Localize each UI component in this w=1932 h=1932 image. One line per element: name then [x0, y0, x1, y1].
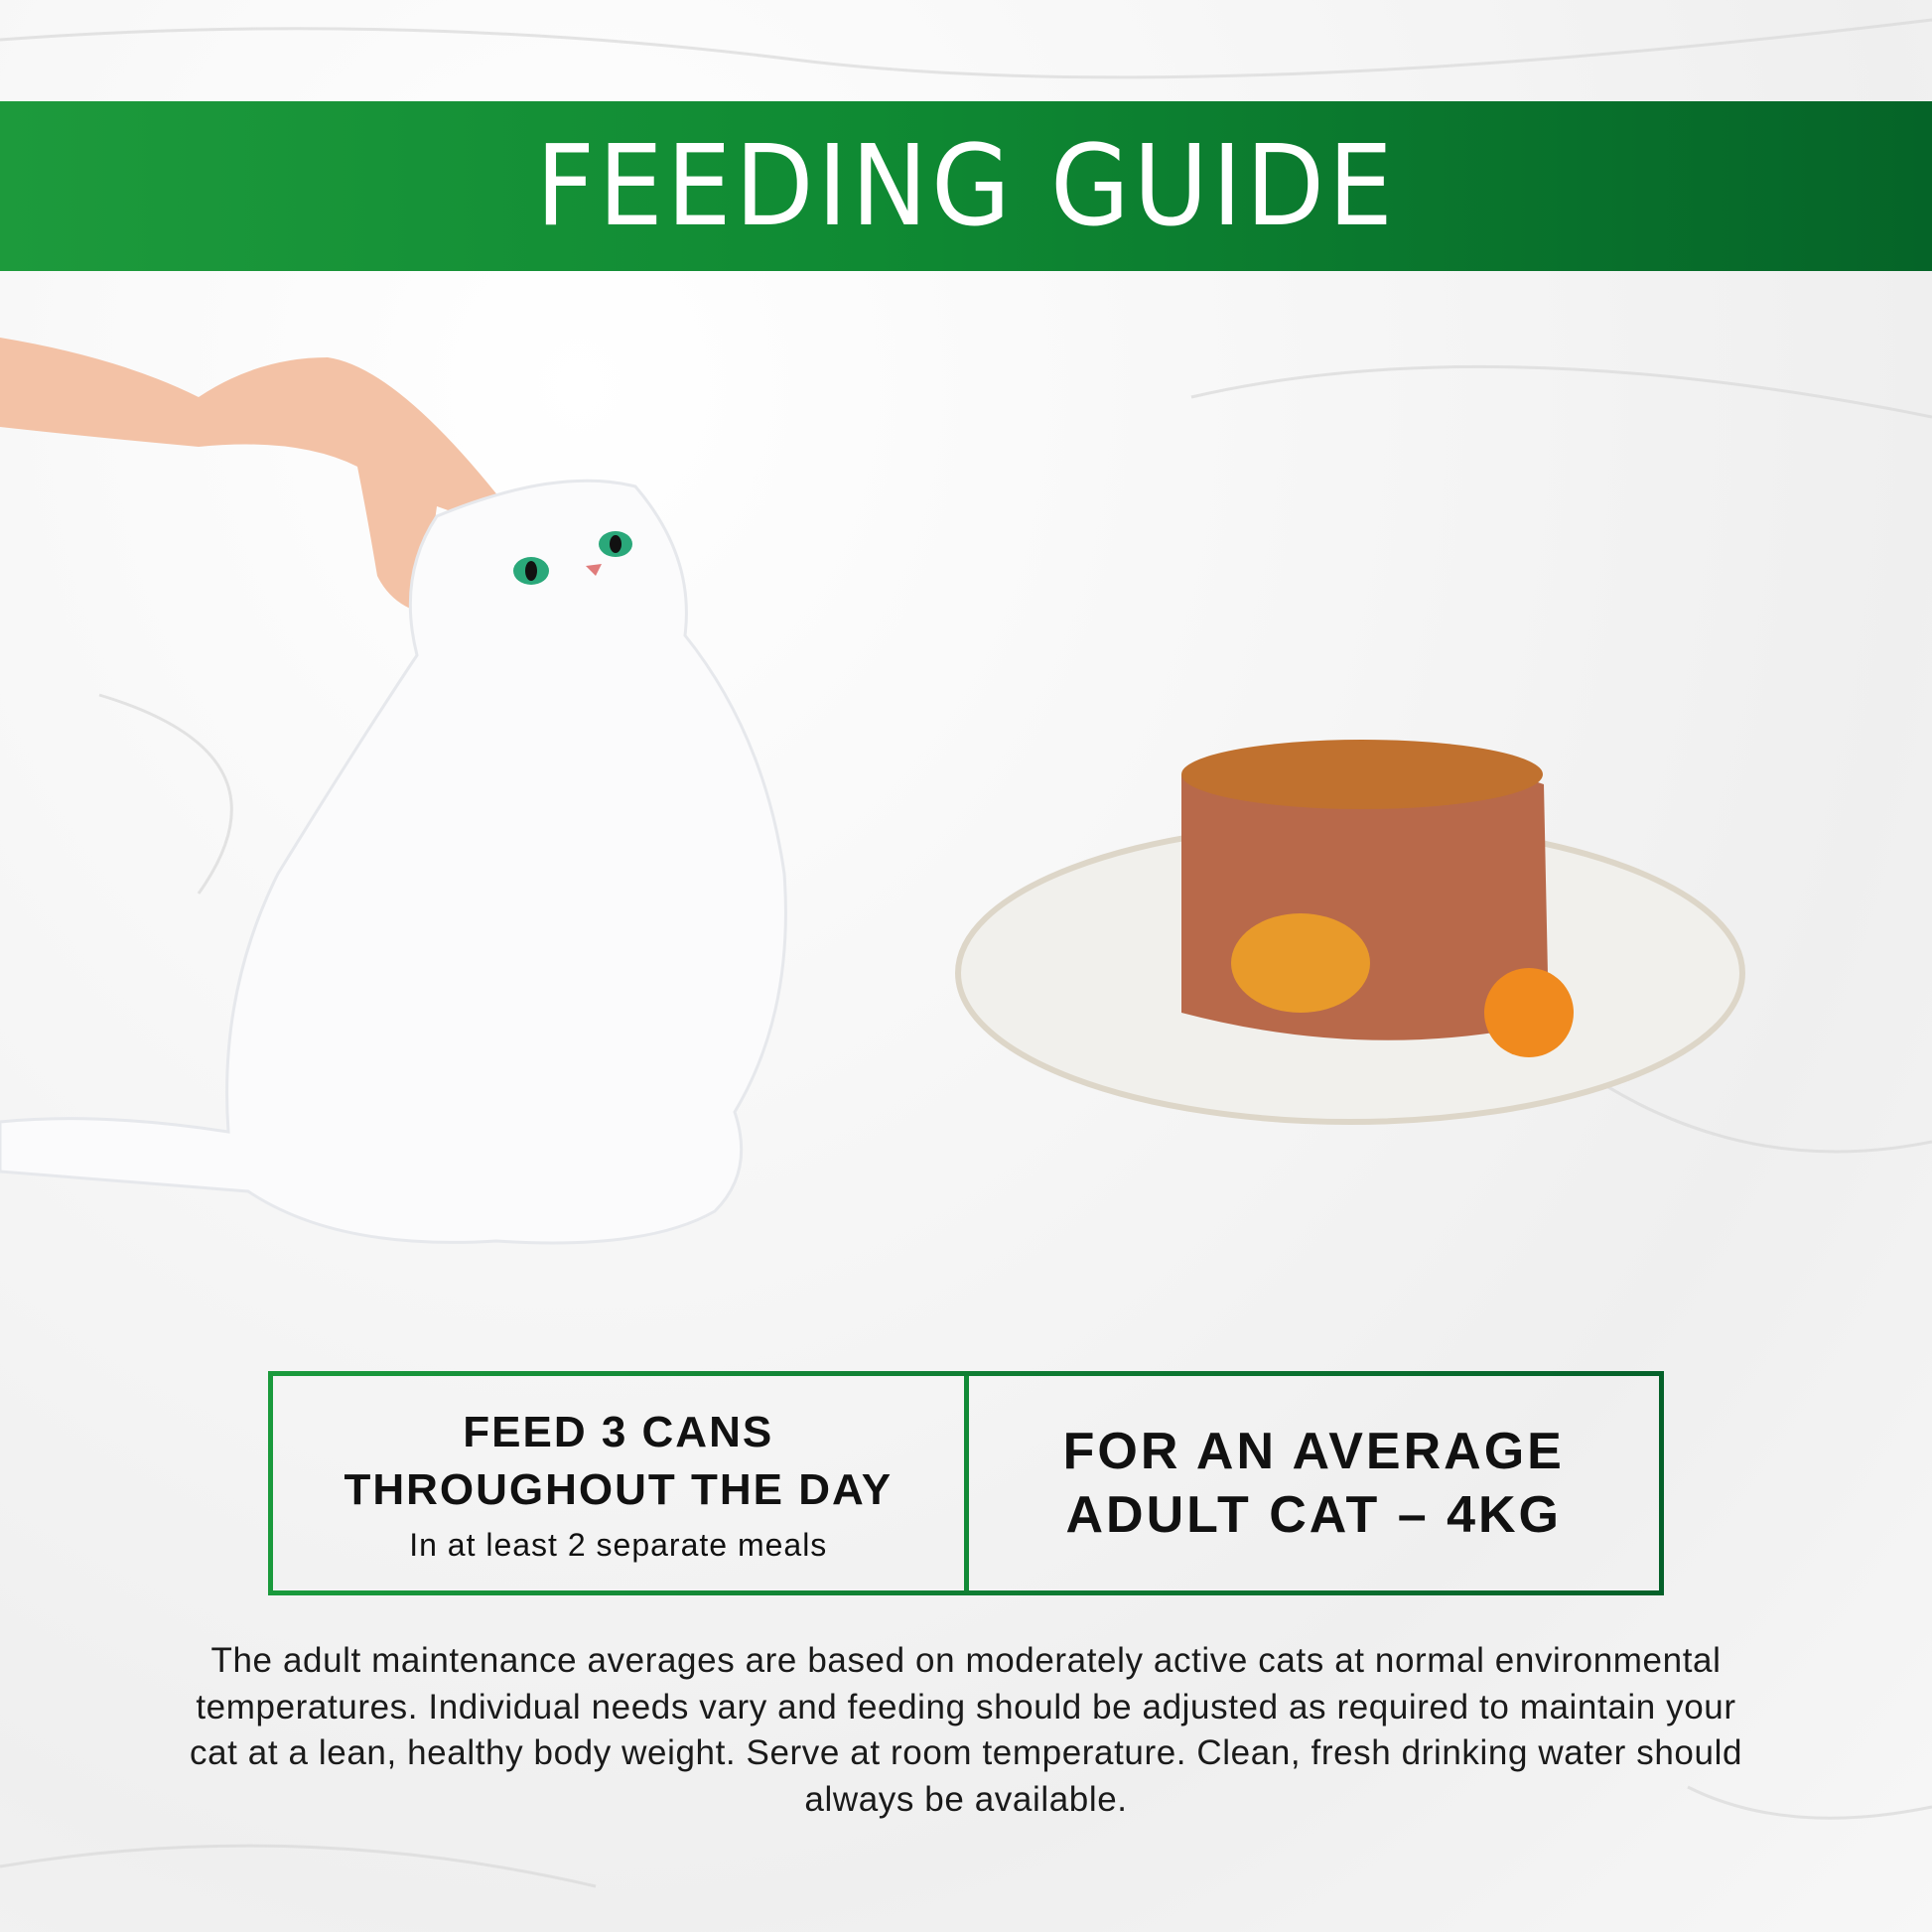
header-banner: FEEDING GUIDE — [0, 101, 1932, 271]
meal-note: In at least 2 separate meals — [409, 1526, 828, 1563]
feeding-guide-box: FEED 3 CANS THROUGHOUT THE DAY In at lea… — [268, 1371, 1664, 1595]
cat-image — [0, 338, 787, 1245]
feed-frequency: THROUGHOUT THE DAY — [344, 1464, 894, 1514]
hand — [0, 338, 510, 616]
cat-body — [0, 479, 787, 1245]
cat-weight-cell: FOR AN AVERAGE ADULT CAT – 4KG — [969, 1376, 1660, 1590]
feed-amount: FEED 3 CANS — [463, 1407, 774, 1456]
disclaimer-text: The adult maintenance averages are based… — [189, 1641, 1743, 1819]
weight-line-1: FOR AN AVERAGE — [1062, 1423, 1565, 1480]
feeding-amount-cell: FEED 3 CANS THROUGHOUT THE DAY In at lea… — [273, 1376, 969, 1590]
weight-line-2: ADULT CAT – 4KG — [1065, 1486, 1563, 1544]
carrot-slice — [1484, 968, 1574, 1057]
food-plate-image — [955, 740, 1745, 1125]
page-title: FEEDING GUIDE — [535, 121, 1397, 251]
